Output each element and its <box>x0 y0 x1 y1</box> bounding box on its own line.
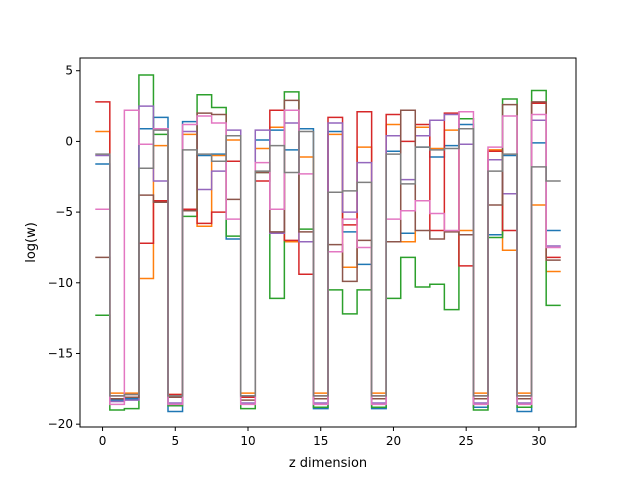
x-tick-label: 25 <box>459 434 474 448</box>
axes-frame <box>79 57 577 428</box>
x-tick-label: 5 <box>171 434 179 448</box>
x-tick-label: 10 <box>240 434 255 448</box>
y-axis-label: log(w) <box>24 222 39 263</box>
y-tick-label: −15 <box>48 346 73 360</box>
y-tick-label: −10 <box>48 276 73 290</box>
y-tick-label: 0 <box>65 134 73 148</box>
series-layer <box>95 74 561 413</box>
y-axis: 5 0 −5 −10 −15 −20 <box>48 64 80 431</box>
x-tick-label: 15 <box>313 434 328 448</box>
x-tick-label: 0 <box>99 434 107 448</box>
x-axis: 0 5 10 15 20 25 30 <box>99 427 547 448</box>
series-line-8 <box>95 127 561 397</box>
y-tick-label: −20 <box>48 417 73 431</box>
y-tick-label: −5 <box>55 205 73 219</box>
x-axis-label: z dimension <box>289 456 367 471</box>
x-tick-label: 30 <box>531 434 546 448</box>
x-tick-label: 20 <box>386 434 401 448</box>
y-tick-label: 5 <box>65 64 73 78</box>
